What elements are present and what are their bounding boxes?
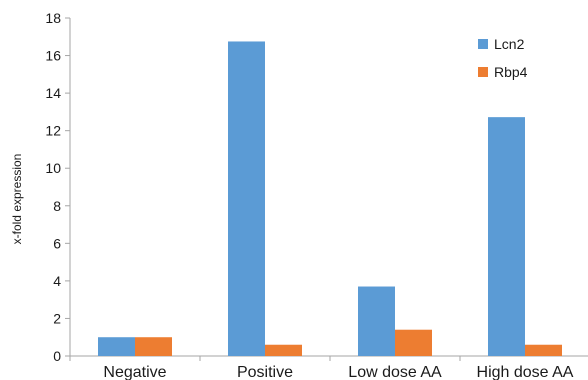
- y-tick-label: 14: [45, 85, 61, 101]
- y-tick-label: 8: [53, 198, 61, 214]
- x-category-label: Negative: [103, 364, 166, 380]
- bar-lcn2-3: [358, 286, 395, 356]
- y-tick-label: 2: [53, 310, 61, 326]
- bar-lcn2-4: [488, 117, 525, 356]
- bar-lcn2-1: [98, 337, 135, 356]
- x-category-label: Positive: [237, 364, 293, 380]
- y-tick-label: 18: [45, 10, 61, 26]
- legend-label-rbp4: Rbp4: [494, 64, 528, 80]
- bar-rbp4-2: [265, 344, 302, 356]
- bars: [98, 41, 562, 356]
- legend-swatch-lcn2: [478, 39, 488, 49]
- legend-swatch-rbp4: [478, 67, 488, 77]
- x-ticks: [69, 356, 461, 361]
- y-tick-label: 12: [45, 123, 61, 139]
- y-axis-title: x-fold expression: [10, 154, 24, 245]
- bar-rbp4-4: [525, 344, 562, 356]
- y-tick-label: 0: [53, 348, 61, 364]
- category-labels: Negative Positive Low dose AA High dose AA: [103, 364, 573, 380]
- legend-label-lcn2: Lcn2: [494, 36, 525, 52]
- y-tick-label: 6: [53, 235, 61, 251]
- bar-rbp4-1: [135, 337, 172, 356]
- x-category-label: High dose AA: [477, 364, 574, 380]
- bar-lcn2-2: [228, 41, 265, 356]
- y-ticks: 0 2 4 6 8 10 12 14 16 18: [45, 10, 70, 364]
- y-tick-label: 10: [45, 160, 61, 176]
- y-tick-label: 16: [45, 48, 61, 64]
- y-tick-label: 4: [53, 273, 61, 289]
- x-category-label: Low dose AA: [348, 364, 442, 380]
- bar-rbp4-3: [395, 329, 432, 356]
- legend: Lcn2 Rbp4: [468, 32, 572, 88]
